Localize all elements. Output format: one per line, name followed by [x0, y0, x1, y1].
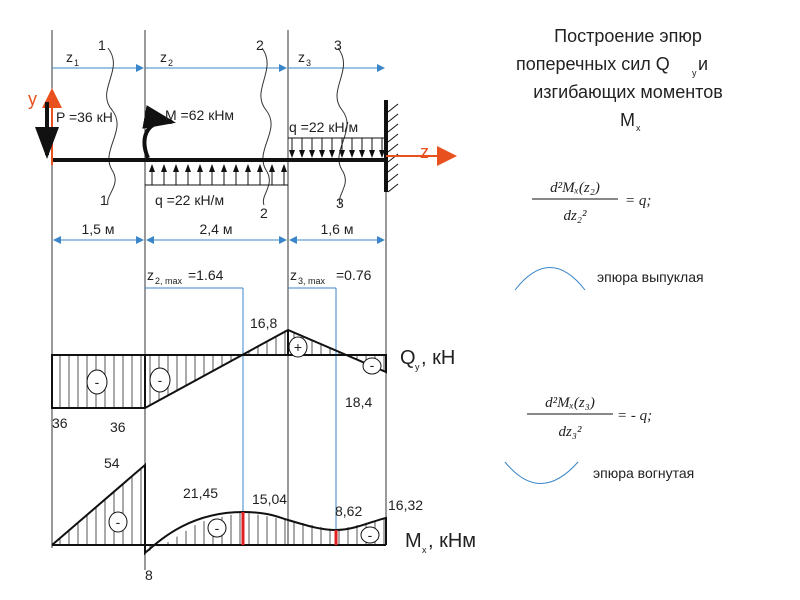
sign: - — [95, 374, 100, 390]
sign: - — [370, 357, 375, 373]
hatch — [387, 173, 399, 183]
sign-circles — [86, 336, 382, 395]
y-axis-label: y — [28, 89, 37, 109]
hatch — [387, 143, 399, 153]
note: эпюра вогнутая — [593, 465, 694, 481]
z2-label: z — [160, 49, 167, 65]
formula-numerator: d²Mₓ(z₃) — [545, 395, 595, 411]
z-axis-label: z — [420, 142, 429, 162]
title-sub: y — [692, 68, 697, 78]
hatch — [387, 133, 399, 143]
extremum-sub: 2, max — [155, 276, 183, 286]
dimension: 1,6 м — [321, 221, 354, 237]
load-label: q =22 кН/м — [289, 119, 358, 135]
concave-arc — [504, 461, 579, 484]
title-line: поперечных сил Q — [516, 54, 670, 74]
extremum-value: =1.64 — [188, 267, 224, 283]
sign: - — [158, 372, 163, 388]
formula-denominator: dz₂² — [563, 208, 587, 224]
shear-label-unit: , кН — [421, 347, 455, 369]
convex-arc — [514, 267, 586, 291]
moment-value: 54 — [104, 455, 120, 471]
moment-label-unit: , кНм — [428, 530, 476, 552]
z2-sub: 2 — [168, 58, 173, 68]
sign: - — [215, 520, 220, 536]
z1-sub: 1 — [74, 58, 79, 68]
shear-hatch — [59, 331, 385, 408]
shear-label-sub: y — [415, 362, 420, 372]
moment-label: M — [405, 530, 422, 552]
z3-sub: 3 — [306, 58, 311, 68]
shear-value: 18,4 — [345, 394, 372, 410]
extremum-z: z — [147, 267, 154, 283]
moment-value: 15,04 — [252, 491, 287, 507]
extremum-z: z — [290, 267, 297, 283]
section-bottom: 2 — [260, 205, 268, 221]
formula-numerator: d²Mₓ(z₂) — [550, 180, 600, 196]
moment-value: 8,62 — [335, 503, 362, 519]
title-line: Построение эпюр — [554, 26, 702, 46]
sign: - — [368, 527, 373, 543]
sign: - — [116, 514, 121, 530]
title-line: изгибающих моментов — [533, 82, 723, 102]
section-bottom: 3 — [336, 195, 344, 211]
formula-rhs: = q; — [625, 193, 651, 209]
title-line: M — [620, 110, 635, 130]
formula-rhs: = - q; — [617, 408, 652, 424]
force-label: P =36 кН — [56, 109, 113, 125]
shear-value: 36 — [110, 419, 126, 435]
title-sub: x — [636, 123, 641, 133]
dimension: 2,4 м — [200, 221, 233, 237]
load-arrows — [149, 138, 385, 185]
moment-arrow — [142, 105, 176, 159]
sign: + — [294, 339, 302, 355]
moment-label-sub: x — [422, 545, 427, 555]
formula-denominator: dz₃² — [558, 424, 582, 440]
hatch — [387, 103, 399, 113]
shear-label: Q — [400, 347, 416, 369]
hatch — [387, 123, 399, 133]
hatch — [387, 163, 399, 173]
load-label: q =22 кН/м — [155, 192, 224, 208]
section-top: 2 — [256, 37, 264, 53]
shear-value: 16,8 — [250, 315, 277, 331]
note: эпюра выпуклая — [597, 269, 704, 285]
moment-value: 21,45 — [183, 485, 218, 501]
moment-label: M =62 кНм — [165, 107, 234, 123]
section-top: 1 — [98, 37, 106, 53]
section-top: 3 — [334, 37, 342, 53]
wall-hatch — [387, 103, 399, 193]
section-bottom: 1 — [100, 192, 108, 208]
shear-value: 36 — [52, 415, 68, 431]
sign-circles — [108, 511, 380, 544]
hatch — [387, 113, 399, 123]
z3-label: z — [298, 49, 305, 65]
dimension: 1,5 м — [82, 221, 115, 237]
section-cuts — [106, 47, 348, 206]
moment-value: 16,32 — [388, 497, 423, 513]
z1-label: z — [66, 49, 73, 65]
title-line: и — [698, 54, 708, 74]
extremum-value: =0.76 — [336, 267, 372, 283]
moment-outline — [51, 462, 387, 556]
moment-value: 8 — [145, 567, 153, 583]
hatch — [387, 183, 399, 193]
extremum-sub: 3, max — [298, 276, 326, 286]
